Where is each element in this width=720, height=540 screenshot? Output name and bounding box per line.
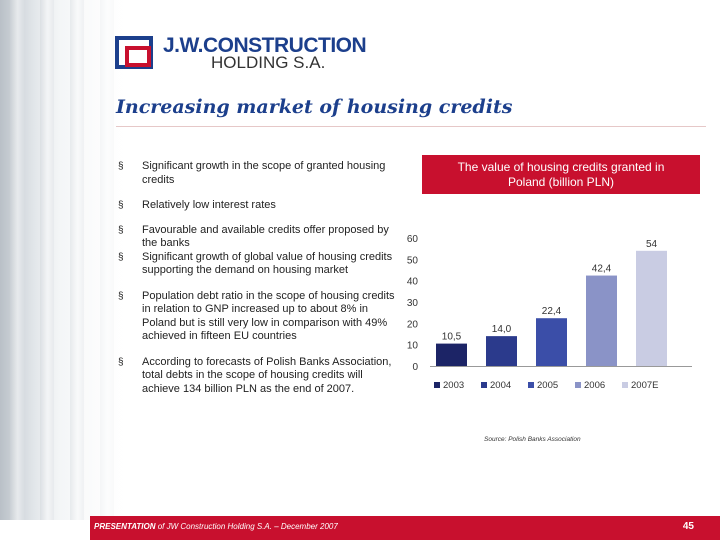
- bar-value-label: 10,5: [442, 332, 462, 343]
- y-tick-label: 10: [407, 341, 419, 352]
- bullet-item: § According to forecasts of Polish Banks …: [118, 355, 392, 395]
- legend-label: 2005: [537, 380, 558, 391]
- legend-label: 2006: [584, 380, 605, 391]
- title-divider: [116, 126, 706, 127]
- slide-title: Increasing market of housing credits: [116, 96, 513, 118]
- bar: [586, 275, 617, 366]
- bullet-item: § Population debt ratio in the scope of h…: [118, 289, 395, 343]
- logo-square-icon: [115, 36, 153, 69]
- y-tick-label: 30: [407, 298, 419, 309]
- bar-chart: 0 10 20 30 40 50 60 10,5 14,0 22,4 42,4 54 2003 2004 2…: [407, 234, 692, 391]
- bar-value-label: 14,0: [492, 324, 512, 335]
- bar: [436, 343, 467, 366]
- bullet-item: § Relatively low interest rates: [118, 199, 276, 211]
- bullet-list: § Significant growth in the scope of gran…: [118, 160, 403, 396]
- y-tick-label: 0: [412, 362, 418, 373]
- bar-value-label: 54: [646, 239, 658, 250]
- bar: [486, 336, 517, 366]
- page-number: 45: [682, 521, 694, 532]
- y-tick-label: 40: [407, 277, 419, 288]
- bar-value-label: 42,4: [592, 264, 612, 275]
- y-tick-label: 50: [407, 255, 419, 266]
- legend-label: 2004: [490, 380, 511, 391]
- chart-header: The value of housing credits granted in …: [422, 155, 700, 194]
- bar: [536, 318, 567, 366]
- logo-name: J.W.CONSTRUCTION: [163, 34, 367, 57]
- legend-swatch: [481, 382, 487, 388]
- bar: [636, 250, 667, 366]
- legend-swatch: [575, 382, 581, 388]
- y-tick-label: 20: [407, 319, 419, 330]
- chart-header-line2: Poland (billion PLN): [507, 175, 615, 189]
- logo-subname: HOLDING S.A.: [211, 53, 326, 72]
- bar-value-label: 22,4: [542, 306, 562, 317]
- bullet-item: § Favourable and available credits offer …: [118, 223, 389, 250]
- legend-label: 2003: [443, 380, 464, 391]
- bullet-item: § Significant growth in the scope of gran…: [118, 160, 386, 186]
- footer-text: PRESENTATION of JW Construction Holding …: [94, 522, 338, 531]
- legend-swatch: [622, 382, 628, 388]
- y-tick-label: 60: [407, 234, 419, 245]
- bullet-item: § Significant growth of global value of h…: [118, 250, 393, 277]
- chart-header-line1: The value of housing credits granted in: [457, 160, 665, 174]
- footer-bar: PRESENTATION of JW Construction Holding …: [90, 516, 720, 540]
- chart-source: Source: Polish Banks Association: [484, 436, 581, 443]
- legend-swatch: [528, 382, 534, 388]
- background-fade: [0, 0, 720, 520]
- legend-label: 2007E: [631, 380, 658, 391]
- legend-swatch: [434, 382, 440, 388]
